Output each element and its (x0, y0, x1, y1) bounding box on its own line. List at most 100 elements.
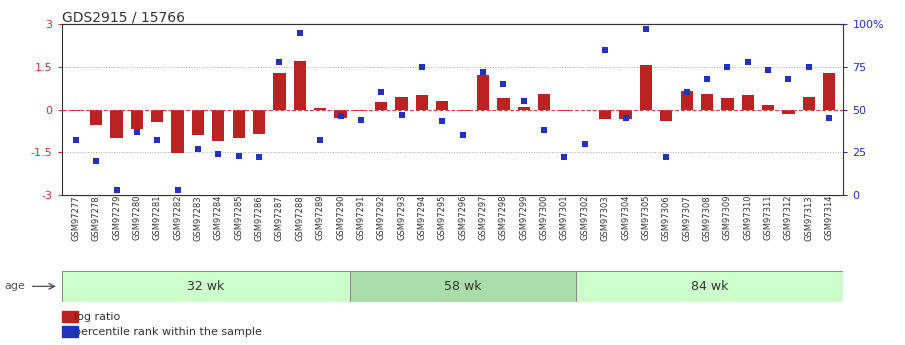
Bar (681, 91, 693, 109)
Text: GSM97296: GSM97296 (458, 195, 467, 240)
Text: GSM97284: GSM97284 (214, 195, 223, 240)
Text: GSM97311: GSM97311 (764, 195, 773, 240)
Point (211, 151, 225, 157)
Text: 84 wk: 84 wk (691, 280, 729, 293)
Point (170, 187, 185, 193)
Point (232, 153, 246, 158)
Point (598, 47, 613, 52)
Text: GSM97278: GSM97278 (91, 195, 100, 240)
Point (150, 138, 165, 143)
Text: GSM97302: GSM97302 (580, 195, 589, 240)
Point (333, 114, 348, 119)
Text: GSM97286: GSM97286 (254, 195, 263, 240)
Point (577, 141, 592, 146)
Bar (599, 109, 612, 119)
Bar (721, 98, 733, 109)
Text: GSM97306: GSM97306 (662, 195, 671, 240)
Bar (576, 271, 843, 302)
Point (313, 138, 328, 143)
Text: GSM97305: GSM97305 (642, 195, 651, 240)
Bar (782, 109, 795, 114)
Text: log ratio: log ratio (74, 312, 120, 322)
Point (129, 129, 144, 135)
Point (680, 90, 694, 95)
Bar (293, 61, 306, 109)
Text: 58 wk: 58 wk (444, 280, 481, 293)
Point (272, 59, 287, 65)
Bar (192, 109, 204, 135)
Bar (498, 98, 510, 109)
Bar (640, 65, 652, 109)
Point (618, 115, 633, 121)
Text: GSM97281: GSM97281 (153, 195, 162, 240)
Text: GSM97304: GSM97304 (621, 195, 630, 240)
Bar (90, 109, 102, 125)
Bar (172, 109, 184, 153)
Text: GSM97314: GSM97314 (824, 195, 834, 240)
Point (740, 59, 755, 65)
Text: GSM97280: GSM97280 (132, 195, 141, 240)
Text: GSM97293: GSM97293 (397, 195, 406, 240)
Bar (314, 108, 326, 109)
Text: GSM97285: GSM97285 (234, 195, 243, 240)
Text: GSM97308: GSM97308 (702, 195, 711, 240)
Bar (62, 310, 78, 322)
Text: 32 wk: 32 wk (187, 280, 224, 293)
Bar (110, 109, 123, 138)
Point (700, 76, 714, 81)
Bar (619, 109, 632, 119)
Point (639, 27, 653, 32)
Point (292, 30, 307, 36)
Bar (131, 109, 143, 129)
Bar (538, 94, 550, 109)
Point (354, 117, 368, 122)
Text: GSM97282: GSM97282 (173, 195, 182, 240)
Bar (661, 109, 672, 121)
Point (110, 187, 124, 193)
Bar (212, 109, 224, 141)
Point (69, 138, 83, 143)
Text: GSM97287: GSM97287 (275, 195, 284, 240)
Bar (62, 326, 78, 337)
Point (557, 155, 572, 160)
Text: GSM97279: GSM97279 (112, 195, 121, 240)
Point (517, 98, 531, 104)
Bar (355, 109, 367, 111)
Point (496, 81, 510, 87)
Point (455, 132, 470, 138)
Point (252, 155, 266, 160)
Point (89, 158, 103, 164)
Text: GSM97292: GSM97292 (376, 195, 386, 240)
Point (435, 119, 450, 124)
Text: GSM97303: GSM97303 (601, 195, 610, 240)
Text: GSM97299: GSM97299 (519, 195, 529, 240)
Text: GSM97300: GSM97300 (539, 195, 548, 240)
Bar (742, 95, 754, 109)
Text: GSM97309: GSM97309 (723, 195, 732, 240)
Bar (436, 101, 449, 109)
Bar (70, 109, 82, 111)
Bar (700, 94, 713, 109)
Point (802, 64, 816, 70)
Point (659, 155, 673, 160)
Text: percentile rank within the sample: percentile rank within the sample (74, 327, 262, 337)
Text: GSM97297: GSM97297 (479, 195, 488, 240)
Bar (518, 107, 530, 109)
Text: GSM97291: GSM97291 (357, 195, 366, 240)
Bar (762, 105, 775, 109)
Bar (558, 109, 570, 111)
Text: GSM97290: GSM97290 (336, 195, 345, 240)
Text: GSM97294: GSM97294 (417, 195, 426, 240)
Point (395, 112, 409, 117)
Point (720, 64, 735, 70)
Point (414, 64, 429, 70)
Text: GSM97307: GSM97307 (682, 195, 691, 240)
Bar (252, 109, 265, 134)
Text: GSM97288: GSM97288 (295, 195, 304, 240)
Bar (477, 75, 489, 109)
Bar (376, 102, 387, 109)
Bar (151, 109, 163, 122)
Bar (415, 95, 428, 109)
Point (781, 76, 795, 81)
Point (191, 146, 205, 151)
